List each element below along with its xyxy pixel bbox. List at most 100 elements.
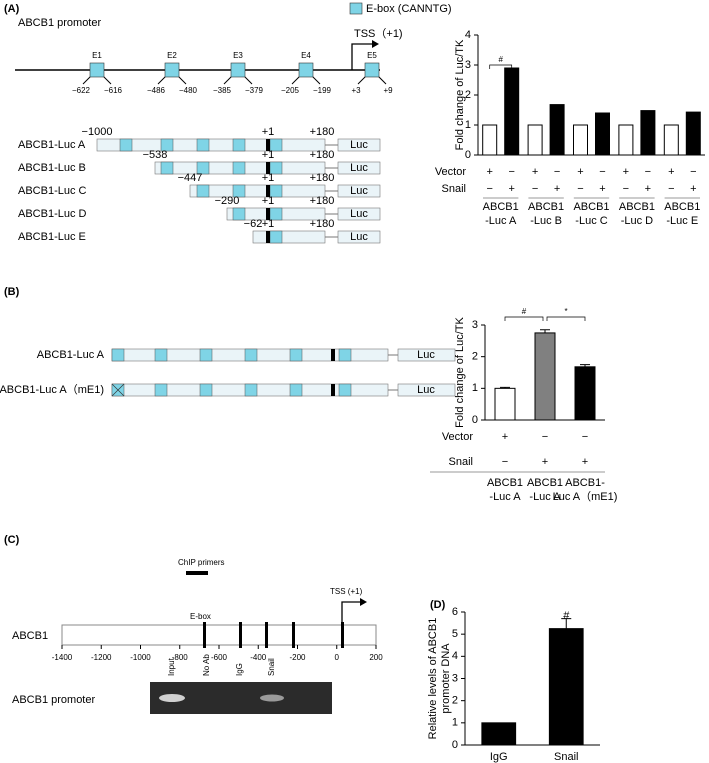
- lane-label: Snail: [267, 658, 276, 676]
- condition-sign: −: [502, 456, 508, 468]
- y-tick-label: 0: [465, 149, 471, 161]
- x-tick-label: -Luc A: [529, 491, 561, 503]
- x-tick-label: -Luc A: [485, 215, 517, 227]
- y-axis-label: promoter DNA: [440, 643, 452, 714]
- condition-sign: +: [577, 166, 583, 178]
- y-tick-label: 3: [452, 672, 458, 684]
- sig-mark: #: [563, 610, 570, 622]
- condition-sign: −: [532, 183, 538, 195]
- ebox-leg: [311, 75, 321, 85]
- legend-text: E-box (CANNTG): [366, 3, 452, 15]
- x-tick-label: 200: [369, 653, 383, 662]
- gel-band: [159, 694, 185, 702]
- ebox: [244, 348, 258, 362]
- x-tick-label: ABCB1: [573, 201, 609, 213]
- promoter-title: ABCB1 promoter: [18, 17, 101, 29]
- y-tick-label: 2: [465, 89, 471, 101]
- bar: [481, 722, 517, 746]
- ebox: [232, 184, 246, 198]
- ebox: [244, 383, 258, 397]
- ebox-end: −379: [245, 86, 264, 95]
- x-tick-label: -Luc A: [489, 491, 521, 503]
- error-bar: [500, 386, 510, 389]
- luc-box: [337, 138, 381, 152]
- end-pos: +180: [310, 149, 335, 161]
- tss-mark: [266, 185, 270, 197]
- luc-box: [337, 184, 381, 198]
- condition-name: Snail: [449, 456, 473, 468]
- ebox: [289, 383, 303, 397]
- x-tick-label: -Luc C: [575, 215, 607, 227]
- reporter: Luc: [417, 349, 435, 361]
- start-pos: −1000: [82, 126, 113, 138]
- y-tick-label: 0: [472, 414, 478, 426]
- bar: [527, 124, 543, 156]
- primer-label: ChIP primers: [178, 558, 225, 567]
- x-tick-label: ABCB1: [527, 477, 563, 489]
- tss-mark: [266, 208, 270, 220]
- panel-label: (C): [4, 534, 20, 546]
- ebox-leg: [243, 75, 253, 85]
- y-tick-label: 0: [452, 739, 458, 751]
- tss-pos: +1: [262, 172, 275, 184]
- x-tick-label: ABCB1-: [565, 477, 605, 489]
- ebox-name: E4: [301, 51, 311, 60]
- y-tick-label: 4: [465, 29, 471, 41]
- ebox: [199, 348, 213, 362]
- panel-label: (B): [4, 286, 20, 298]
- bar: [595, 112, 610, 156]
- condition-sign: −: [668, 183, 674, 195]
- ebox-label: E-box: [190, 612, 211, 621]
- y-tick-label: 3: [465, 59, 471, 71]
- x-tick-label: -Luc E: [666, 215, 698, 227]
- x-tick-label: -1400: [52, 653, 73, 662]
- tss-arrow: [341, 601, 360, 625]
- gene-region: [61, 624, 377, 646]
- ebox: [196, 138, 210, 152]
- construct-name: ABCB1-Luc A: [18, 139, 86, 151]
- ebox: [289, 348, 303, 362]
- ebox-leg: [102, 75, 112, 85]
- tss-pos: +1: [262, 195, 275, 207]
- ebox-leg: [377, 75, 387, 85]
- start-pos: −62: [244, 218, 263, 230]
- condition-sign: −: [645, 166, 651, 178]
- ebox: [269, 230, 283, 244]
- y-axis-label: Relative levels of ABCB1: [427, 618, 439, 740]
- end-pos: +180: [310, 218, 335, 230]
- construct: [189, 184, 326, 198]
- construct-name: ABCB1-Luc C: [18, 185, 87, 197]
- tss-arrowhead: [372, 40, 379, 48]
- tss-arrowhead: [360, 598, 367, 606]
- y-tick-label: 4: [452, 650, 458, 662]
- y-tick-label: 1: [465, 119, 471, 131]
- condition-sign: +: [582, 456, 588, 468]
- tss-mark: [266, 139, 270, 151]
- condition-sign: +: [623, 166, 629, 178]
- reporter: Luc: [350, 139, 368, 151]
- tss-mark: [331, 349, 335, 361]
- bar: [494, 387, 516, 421]
- ebox: [164, 62, 180, 78]
- ebox: [338, 383, 352, 397]
- ebox-leg: [291, 75, 301, 85]
- x-tick-label: -Luc D: [621, 215, 653, 227]
- condition-sign: +: [532, 166, 538, 178]
- ebox-end: −616: [104, 86, 123, 95]
- bar: [663, 124, 679, 156]
- x-tick-label: IgG: [490, 751, 508, 763]
- ebox: [111, 348, 125, 362]
- reporter: Luc: [417, 384, 435, 396]
- ebox-start: −205: [281, 86, 300, 95]
- ebox-start: +3: [351, 86, 361, 95]
- tss-pos: +1: [262, 126, 275, 138]
- tss-mark: [331, 384, 335, 396]
- ebox: [232, 161, 246, 175]
- panel-label: (D): [430, 599, 446, 611]
- luc-box: [397, 383, 456, 397]
- tss-mark: [266, 162, 270, 174]
- ebox-mark: [203, 622, 206, 648]
- end-pos: +180: [310, 126, 335, 138]
- condition-sign: −: [508, 166, 514, 178]
